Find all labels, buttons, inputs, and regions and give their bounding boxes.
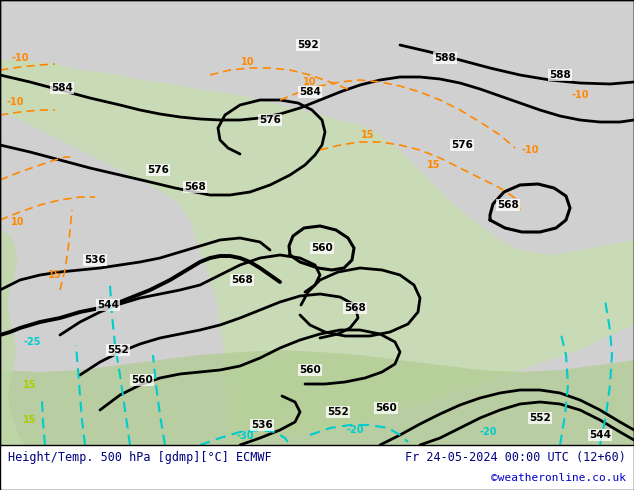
Text: 588: 588	[549, 70, 571, 80]
Text: 588: 588	[434, 53, 456, 63]
Text: -20: -20	[346, 425, 364, 435]
Text: -10: -10	[11, 53, 29, 63]
Text: -10: -10	[521, 145, 539, 155]
Polygon shape	[0, 60, 634, 445]
Text: 536: 536	[84, 255, 106, 265]
Text: 552: 552	[327, 407, 349, 417]
Text: 15: 15	[48, 270, 61, 280]
Text: Fr 24-05-2024 00:00 UTC (12+60): Fr 24-05-2024 00:00 UTC (12+60)	[405, 451, 626, 465]
Text: 560: 560	[299, 365, 321, 375]
Polygon shape	[0, 230, 25, 445]
Text: 576: 576	[451, 140, 473, 150]
Text: 584: 584	[51, 83, 73, 93]
Text: 584: 584	[299, 87, 321, 97]
Text: 568: 568	[184, 182, 206, 192]
Text: 592: 592	[297, 40, 319, 50]
Text: 576: 576	[147, 165, 169, 175]
Text: 536: 536	[251, 420, 273, 430]
Text: -10: -10	[571, 90, 589, 100]
Text: 568: 568	[497, 200, 519, 210]
Text: Height/Temp. 500 hPa [gdmp][°C] ECMWF: Height/Temp. 500 hPa [gdmp][°C] ECMWF	[8, 451, 271, 465]
Text: 552: 552	[107, 345, 129, 355]
Text: 10: 10	[303, 77, 317, 87]
Text: 568: 568	[231, 275, 253, 285]
Text: 15: 15	[427, 160, 441, 170]
Text: 560: 560	[131, 375, 153, 385]
Text: 560: 560	[311, 243, 333, 253]
Text: -20: -20	[479, 427, 497, 437]
Text: 15: 15	[361, 130, 375, 140]
Text: 552: 552	[529, 413, 551, 423]
Text: 15: 15	[23, 415, 37, 425]
Text: 15: 15	[23, 380, 37, 390]
Text: -10: -10	[6, 97, 23, 107]
Text: -30: -30	[236, 431, 254, 441]
Text: ©weatheronline.co.uk: ©weatheronline.co.uk	[491, 473, 626, 483]
Text: 10: 10	[11, 217, 25, 227]
Text: 568: 568	[344, 303, 366, 313]
Text: 10: 10	[242, 57, 255, 67]
Text: 576: 576	[259, 115, 281, 125]
Text: 544: 544	[97, 300, 119, 310]
Text: 560: 560	[375, 403, 397, 413]
Text: 544: 544	[589, 430, 611, 440]
Bar	[0, 445, 634, 490]
Polygon shape	[0, 350, 634, 445]
Text: -25: -25	[23, 337, 41, 347]
